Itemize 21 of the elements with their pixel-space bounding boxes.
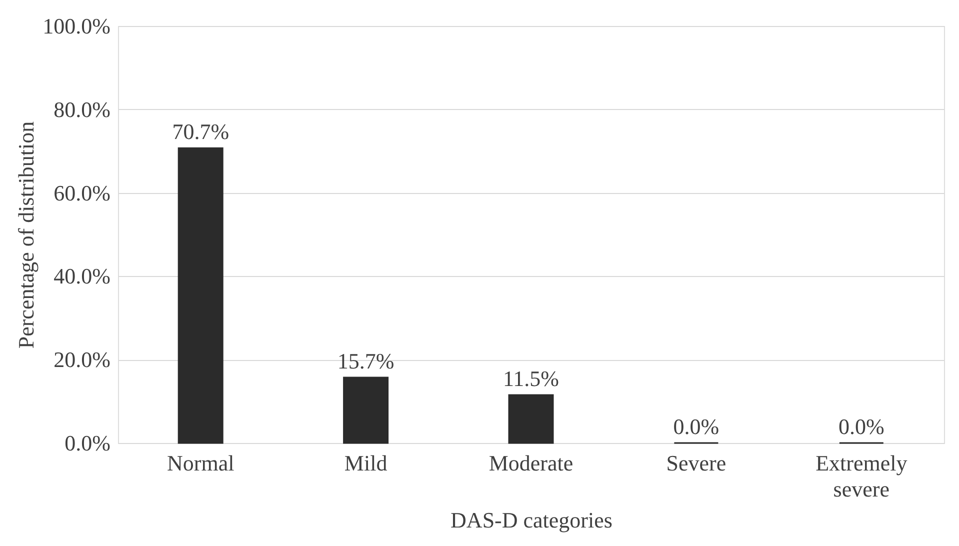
y-tick-label: 80.0% [54, 96, 110, 122]
y-tick-label: 60.0% [54, 180, 110, 206]
x-tick-label: Mild [344, 450, 388, 476]
data-label: 0.0% [673, 414, 720, 439]
data-label: 15.7% [337, 348, 394, 374]
y-axis-title: Percentage of distribution [14, 121, 39, 349]
bar [343, 376, 389, 444]
y-tick-label: 0.0% [64, 430, 110, 456]
data-label: 11.5% [502, 366, 560, 392]
data-label: 0.0% [838, 414, 884, 439]
x-tick-label: Extremely severe [816, 450, 908, 502]
y-tick-label: 40.0% [54, 264, 110, 289]
x-axis-title: DAS-D categories [450, 508, 612, 532]
x-tick-label: Normal [167, 450, 234, 476]
x-tick-label: Moderate [488, 450, 574, 476]
data-label: 70.7% [172, 119, 230, 144]
x-tick-label: Severe [666, 450, 726, 476]
y-tick-label: 20.0% [54, 347, 110, 372]
bar [178, 147, 224, 444]
y-tick-label: 100.0% [42, 14, 110, 38]
bar [508, 394, 554, 444]
